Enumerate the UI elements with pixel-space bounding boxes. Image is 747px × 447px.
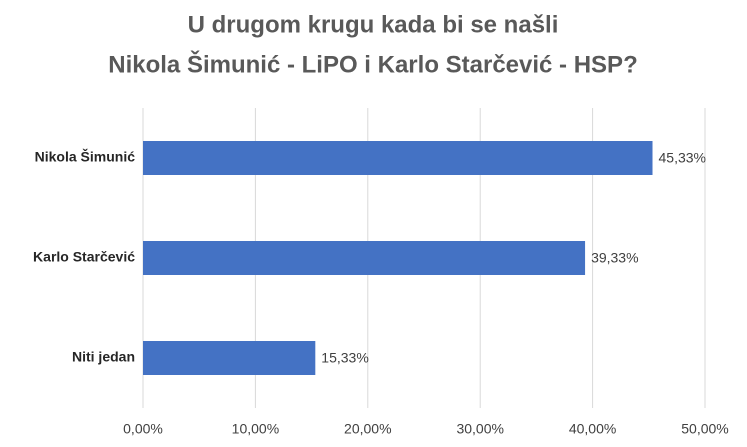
x-tick-label: 50,00% — [681, 421, 728, 437]
bar — [143, 341, 316, 375]
bar — [143, 241, 586, 275]
value-label: 45,33% — [659, 150, 706, 166]
x-tick-label: 10,00% — [232, 421, 279, 437]
value-label: 15,33% — [321, 350, 368, 366]
x-tick-label: 40,00% — [569, 421, 616, 437]
y-tick-label: Niti jedan — [72, 349, 135, 365]
x-tick-label: 0,00% — [123, 421, 163, 437]
chart-title: U drugom krugu kada bi se našli — [188, 11, 559, 38]
x-tick-label: 30,00% — [456, 421, 503, 437]
x-tick-label: 20,00% — [344, 421, 391, 437]
chart-title: Nikola Šimunić - LiPO i Karlo Starčević … — [108, 50, 637, 78]
value-label: 39,33% — [591, 250, 638, 266]
y-tick-label: Karlo Starčević — [33, 249, 135, 265]
y-tick-label: Nikola Šimunić — [35, 148, 136, 165]
bar — [143, 141, 653, 175]
